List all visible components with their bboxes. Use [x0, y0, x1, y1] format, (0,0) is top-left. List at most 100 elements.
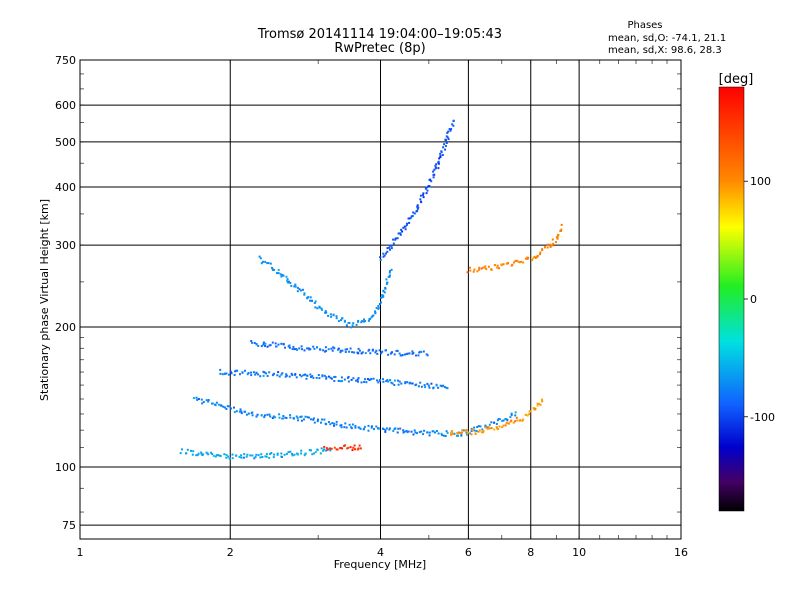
data-point	[422, 194, 424, 196]
data-point	[323, 445, 326, 448]
data-point	[190, 449, 192, 452]
data-point	[333, 380, 336, 382]
data-point	[532, 407, 535, 410]
data-point	[264, 342, 267, 345]
data-point	[238, 410, 241, 413]
data-point	[277, 268, 280, 271]
data-point	[406, 431, 409, 434]
data-point	[348, 423, 351, 426]
data-point	[270, 452, 273, 454]
data-point	[488, 423, 491, 426]
data-point	[303, 418, 305, 421]
data-point	[541, 400, 544, 403]
data-point	[435, 430, 438, 432]
data-point	[467, 431, 469, 434]
data-point	[278, 413, 281, 416]
data-point	[428, 434, 431, 437]
data-point	[214, 455, 217, 458]
data-point	[485, 268, 488, 271]
data-point	[333, 446, 336, 449]
data-point	[228, 373, 230, 376]
data-point	[244, 410, 246, 413]
data-point	[379, 379, 381, 381]
data-point	[536, 404, 539, 407]
data-point	[397, 427, 400, 430]
data-point	[299, 373, 301, 376]
data-point	[339, 380, 342, 383]
data-point	[344, 348, 347, 351]
data-point	[434, 164, 437, 167]
data-point	[511, 263, 514, 266]
data-point	[289, 414, 292, 417]
data-point	[422, 192, 425, 195]
data-point	[325, 376, 328, 379]
data-point	[546, 243, 549, 246]
data-point	[289, 416, 292, 419]
data-point	[509, 420, 512, 423]
data-point	[426, 189, 429, 192]
data-point	[510, 412, 513, 415]
y-axis-label: Stationary phase Virtual Height [km]	[38, 199, 51, 401]
data-point	[330, 447, 333, 450]
data-point	[329, 449, 332, 452]
data-point	[217, 454, 220, 457]
data-point	[374, 351, 377, 354]
data-point	[257, 373, 260, 376]
y-tick-label: 200	[55, 321, 76, 334]
data-point	[340, 426, 343, 429]
data-point	[283, 453, 286, 456]
data-point	[298, 347, 301, 350]
data-point	[416, 432, 418, 435]
data-point	[382, 428, 385, 430]
data-point	[357, 377, 360, 380]
data-point	[456, 432, 459, 434]
data-point	[307, 296, 310, 299]
data-point	[344, 444, 346, 447]
data-point	[479, 425, 482, 428]
data-point	[303, 292, 306, 295]
data-point	[386, 247, 389, 250]
data-point	[505, 422, 508, 425]
data-point	[505, 262, 508, 265]
chart-title: Tromsø 20141114 19:04:00–19:05:43	[257, 27, 502, 42]
data-point	[393, 384, 396, 386]
data-point	[440, 432, 443, 435]
data-point	[438, 162, 440, 165]
y-axis: 75 100 200 300 400 500 600 750	[55, 54, 681, 532]
data-point	[235, 410, 238, 413]
data-point	[392, 242, 395, 245]
data-point	[347, 380, 350, 383]
data-point	[411, 350, 414, 353]
data-point	[304, 415, 307, 418]
data-point	[412, 433, 415, 436]
data-point	[369, 317, 372, 320]
data-point	[409, 217, 412, 220]
data-point	[360, 381, 363, 384]
data-point	[507, 422, 510, 425]
data-point	[250, 371, 252, 374]
data-point	[251, 414, 254, 417]
data-point	[266, 262, 269, 265]
data-point	[306, 297, 309, 300]
data-point	[277, 272, 280, 275]
data-point	[519, 419, 522, 422]
data-point	[233, 411, 236, 414]
data-point	[385, 427, 388, 430]
data-point	[453, 432, 456, 435]
data-point	[195, 396, 198, 399]
data-point	[412, 352, 415, 354]
x-tick-label: 4	[377, 546, 384, 559]
data-point	[389, 244, 392, 247]
data-point	[473, 426, 476, 429]
data-point	[377, 307, 380, 309]
data-point	[399, 427, 402, 430]
data-point	[498, 425, 501, 428]
data-point	[500, 264, 503, 267]
data-point	[370, 426, 373, 429]
data-point	[271, 341, 274, 344]
data-point	[534, 407, 537, 410]
data-point	[329, 447, 332, 450]
data-point	[321, 418, 324, 421]
data-point	[335, 423, 338, 426]
data-point	[288, 344, 291, 347]
